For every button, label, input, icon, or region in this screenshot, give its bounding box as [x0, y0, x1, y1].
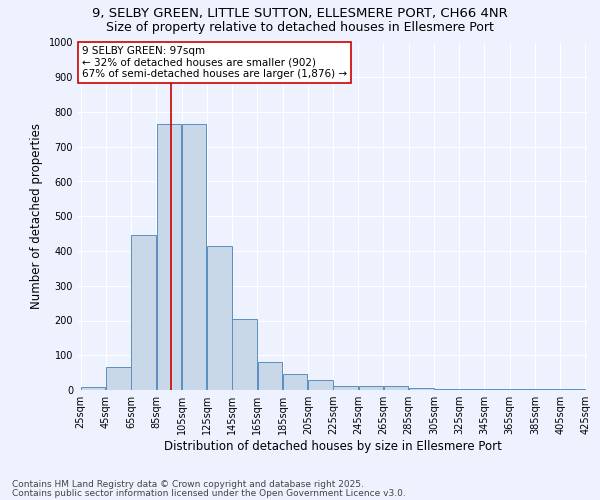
Bar — [409, 388, 434, 390]
Bar — [131, 236, 156, 390]
Bar — [283, 374, 307, 390]
Text: 9 SELBY GREEN: 97sqm
← 32% of detached houses are smaller (902)
67% of semi-deta: 9 SELBY GREEN: 97sqm ← 32% of detached h… — [82, 46, 347, 79]
Bar — [384, 386, 409, 390]
Bar — [182, 124, 206, 390]
Bar — [257, 362, 282, 390]
Text: 9, SELBY GREEN, LITTLE SUTTON, ELLESMERE PORT, CH66 4NR: 9, SELBY GREEN, LITTLE SUTTON, ELLESMERE… — [92, 8, 508, 20]
Bar — [106, 368, 131, 390]
Bar — [334, 386, 358, 390]
Text: Contains public sector information licensed under the Open Government Licence v3: Contains public sector information licen… — [12, 489, 406, 498]
Bar — [232, 319, 257, 390]
Bar — [157, 124, 181, 390]
Text: Contains HM Land Registry data © Crown copyright and database right 2025.: Contains HM Land Registry data © Crown c… — [12, 480, 364, 489]
Y-axis label: Number of detached properties: Number of detached properties — [30, 123, 43, 309]
Text: Size of property relative to detached houses in Ellesmere Port: Size of property relative to detached ho… — [106, 21, 494, 34]
Bar — [81, 386, 106, 390]
Bar — [308, 380, 332, 390]
Bar — [207, 246, 232, 390]
X-axis label: Distribution of detached houses by size in Ellesmere Port: Distribution of detached houses by size … — [164, 440, 502, 453]
Bar — [359, 386, 383, 390]
